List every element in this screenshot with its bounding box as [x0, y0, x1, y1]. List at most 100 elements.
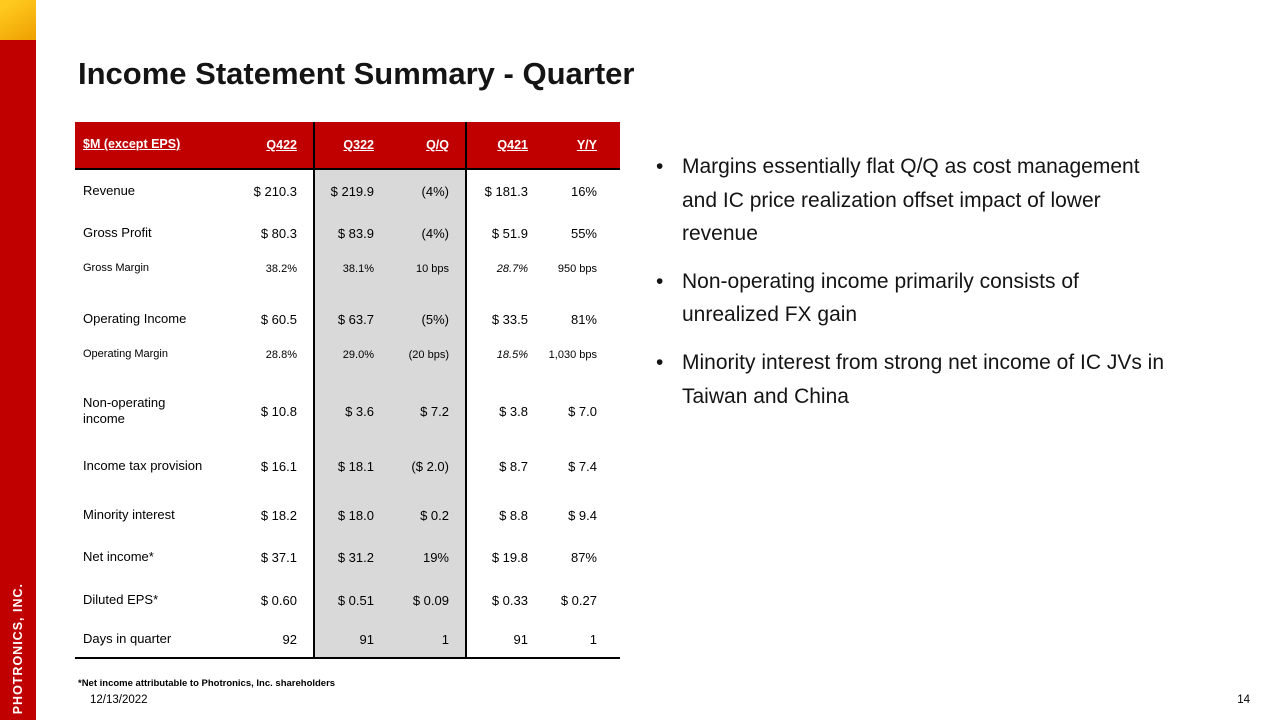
col-header-q421: Q421 — [497, 138, 528, 152]
cell-qq — [390, 370, 467, 384]
row-label: Operating Income — [83, 310, 187, 326]
cell-yy: 16% — [570, 183, 597, 199]
cell-qq — [390, 284, 467, 298]
bullet-list: Margins essentially flat Q/Q as cost man… — [652, 150, 1177, 427]
cell-q422: $ 60.5 — [260, 311, 297, 327]
table-row: Revenue $ 210.3 $ 219.9 (4%) $ 181.3 16% — [75, 170, 620, 212]
sidebar: PHOTRONICS, INC. — [0, 0, 36, 720]
table-row: Diluted EPS* $ 0.60 $ 0.51 $ 0.09 $ 0.33… — [75, 578, 620, 622]
row-label: Days in quarter — [83, 631, 172, 647]
cell-yy — [544, 370, 620, 384]
cell-q421: $ 19.8 — [491, 549, 528, 565]
cell-q322: $ 83.9 — [313, 212, 390, 254]
row-label: Minority interest — [83, 506, 175, 522]
cell-q422: $ 18.2 — [260, 507, 297, 523]
cell-yy: $ 7.0 — [568, 403, 597, 419]
cell-qq: (5%) — [390, 298, 467, 340]
row-label: Operating Margin — [83, 348, 168, 361]
table-row: Operating Income $ 60.5 $ 63.7 (5%) $ 33… — [75, 298, 620, 340]
table-row: Gross Profit $ 80.3 $ 83.9 (4%) $ 51.9 5… — [75, 212, 620, 254]
cell-q322: $ 31.2 — [313, 536, 390, 578]
cell-q422: $ 37.1 — [260, 549, 297, 565]
cell-q422: 28.8% — [265, 349, 297, 361]
cell-yy — [544, 284, 620, 298]
col-header-qq: Q/Q — [390, 122, 467, 168]
cell-q422: $ 210.3 — [253, 183, 297, 199]
cell-q322: $ 18.0 — [313, 494, 390, 536]
table-row: Operating Margin 28.8% 29.0% (20 bps) 18… — [75, 340, 620, 370]
cell-q322: 91 — [313, 622, 390, 657]
brand-label: PHOTRONICS, INC. — [11, 582, 25, 714]
row-label: Non-operating income — [83, 394, 166, 426]
col-header-yy: Y/Y — [576, 138, 597, 152]
bullet-item: Minority interest from strong net income… — [652, 346, 1177, 413]
brand-vertical-text: PHOTRONICS, INC. — [0, 583, 36, 714]
cell-q422: $ 16.1 — [260, 458, 297, 474]
col-header-metric: $M (except EPS) — [83, 137, 181, 152]
page-title: Income Statement Summary - Quarter — [78, 56, 635, 91]
cell-q421: $ 51.9 — [491, 225, 528, 241]
table-row: Income tax provision $ 16.1 $ 18.1 ($ 2.… — [75, 438, 620, 494]
cell-q422 — [239, 370, 313, 384]
cell-q421: 18.5% — [496, 349, 528, 361]
cell-yy: $ 7.4 — [568, 458, 597, 474]
table-header-row: $M (except EPS) Q422 Q322 Q/Q Q421 Y/Y — [75, 122, 620, 170]
bullet-item: Non-operating income primarily consists … — [652, 265, 1177, 332]
cell-yy: 1,030 bps — [548, 349, 597, 361]
row-label: Gross Profit — [83, 224, 152, 240]
cell-qq: $ 0.2 — [390, 494, 467, 536]
cell-q421: $ 0.33 — [491, 592, 528, 608]
cell-q322: 38.1% — [313, 254, 390, 284]
cell-qq: $ 7.2 — [390, 384, 467, 438]
cell-yy: 1 — [589, 632, 597, 647]
cell-q421 — [467, 370, 544, 384]
cell-q421: 91 — [513, 632, 528, 647]
table-row: Minority interest $ 18.2 $ 18.0 $ 0.2 $ … — [75, 494, 620, 536]
cell-q421: $ 181.3 — [484, 183, 528, 199]
cell-q422: 38.2% — [265, 263, 297, 275]
cell-q421: $ 8.7 — [499, 458, 528, 474]
cell-qq: 1 — [390, 622, 467, 657]
cell-q322 — [313, 284, 390, 298]
table-row: Gross Margin 38.2% 38.1% 10 bps 28.7% 95… — [75, 254, 620, 284]
row-label — [75, 370, 239, 384]
cell-q422: $ 10.8 — [260, 403, 297, 419]
cell-qq: 10 bps — [390, 254, 467, 284]
slide-date: 12/13/2022 — [90, 694, 148, 706]
cell-yy: 950 bps — [557, 263, 597, 275]
cell-q322 — [313, 370, 390, 384]
cell-yy: 81% — [570, 311, 597, 327]
cell-q322: $ 63.7 — [313, 298, 390, 340]
cell-qq: (4%) — [390, 212, 467, 254]
cell-yy: $ 9.4 — [568, 507, 597, 523]
cell-qq: ($ 2.0) — [390, 438, 467, 494]
cell-q322: $ 18.1 — [313, 438, 390, 494]
table-row: Net income* $ 37.1 $ 31.2 19% $ 19.8 87% — [75, 536, 620, 578]
table-spacer-row — [75, 370, 620, 384]
col-header-q322: Q322 — [313, 122, 390, 168]
cell-qq: 19% — [390, 536, 467, 578]
footnote: *Net income attributable to Photronics, … — [78, 678, 336, 689]
cell-qq: (4%) — [390, 170, 467, 212]
table-row: Non-operating income $ 10.8 $ 3.6 $ 7.2 … — [75, 384, 620, 438]
cell-q322: 29.0% — [313, 340, 390, 370]
cell-yy: $ 0.27 — [560, 592, 597, 608]
cell-q421 — [467, 284, 544, 298]
cell-qq: $ 0.09 — [390, 578, 467, 622]
cell-yy: 87% — [570, 549, 597, 565]
cell-q322: $ 219.9 — [313, 170, 390, 212]
cell-q422: $ 80.3 — [260, 225, 297, 241]
cell-q421: $ 33.5 — [491, 311, 528, 327]
row-label: Diluted EPS* — [83, 591, 159, 607]
accent-square — [0, 0, 36, 40]
row-label — [75, 284, 239, 298]
row-label: Gross Margin — [83, 262, 150, 275]
row-label: Revenue — [83, 182, 136, 198]
table-spacer-row — [75, 284, 620, 298]
col-header-q422: Q422 — [266, 138, 297, 152]
row-label: Net income* — [83, 548, 154, 564]
cell-q422: $ 0.60 — [260, 592, 297, 608]
cell-q421: $ 8.8 — [499, 507, 528, 523]
cell-q322: $ 3.6 — [313, 384, 390, 438]
